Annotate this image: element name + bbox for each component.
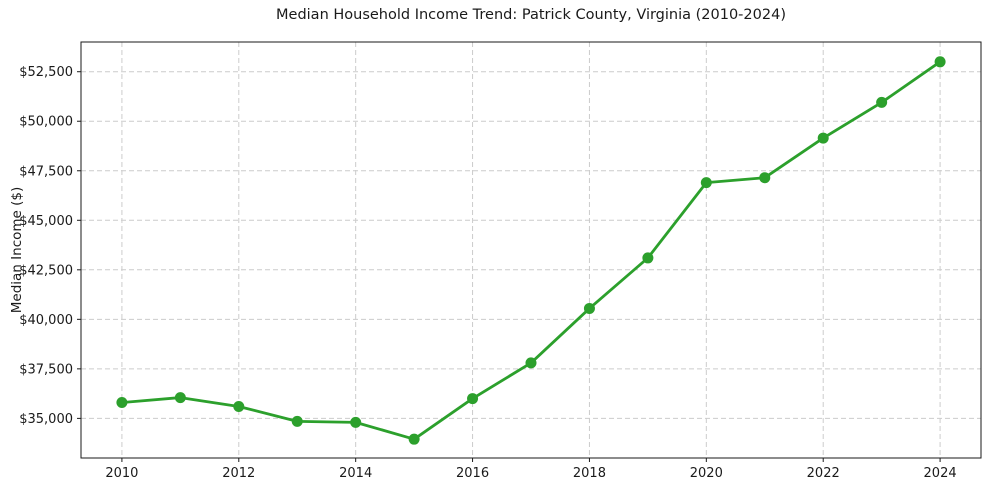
x-tick-label: 2016 — [456, 466, 489, 481]
data-point — [876, 96, 888, 108]
x-tick-label: 2024 — [924, 466, 957, 481]
income-trend-line — [120, 60, 942, 441]
y-tick-label: $37,500 — [19, 362, 73, 377]
x-tick-label: 2012 — [222, 466, 255, 481]
data-point — [700, 177, 712, 189]
y-tick-label: $52,500 — [19, 65, 73, 80]
x-tick-label: 2014 — [339, 466, 372, 481]
data-point — [583, 302, 595, 314]
data-point — [174, 392, 186, 404]
data-point — [233, 400, 245, 412]
x-tick-label: 2018 — [573, 466, 606, 481]
y-tick-label: $45,000 — [19, 214, 73, 229]
y-axis-label: Median Income ($) — [9, 186, 25, 314]
x-tick-label: 2010 — [105, 466, 138, 481]
data-point — [934, 56, 946, 68]
data-point — [408, 433, 420, 445]
data-point — [642, 252, 654, 264]
plot-border — [80, 41, 982, 459]
y-tick-label: $35,000 — [19, 412, 73, 427]
y-tick-label: $42,500 — [19, 263, 73, 278]
x-tick-label: 2022 — [807, 466, 840, 481]
chart-title: Median Household Income Trend: Patrick C… — [276, 7, 786, 23]
data-point — [525, 357, 537, 369]
x-tick-label: 2020 — [690, 466, 723, 481]
data-point — [116, 397, 128, 409]
data-point — [759, 172, 771, 184]
y-tick-label: $47,500 — [19, 164, 73, 179]
data-point — [817, 132, 829, 144]
data-point — [350, 416, 362, 428]
y-tick-label: $40,000 — [19, 313, 73, 328]
data-point — [467, 393, 479, 405]
data-point — [291, 415, 303, 427]
y-tick-label: $50,000 — [19, 115, 73, 130]
